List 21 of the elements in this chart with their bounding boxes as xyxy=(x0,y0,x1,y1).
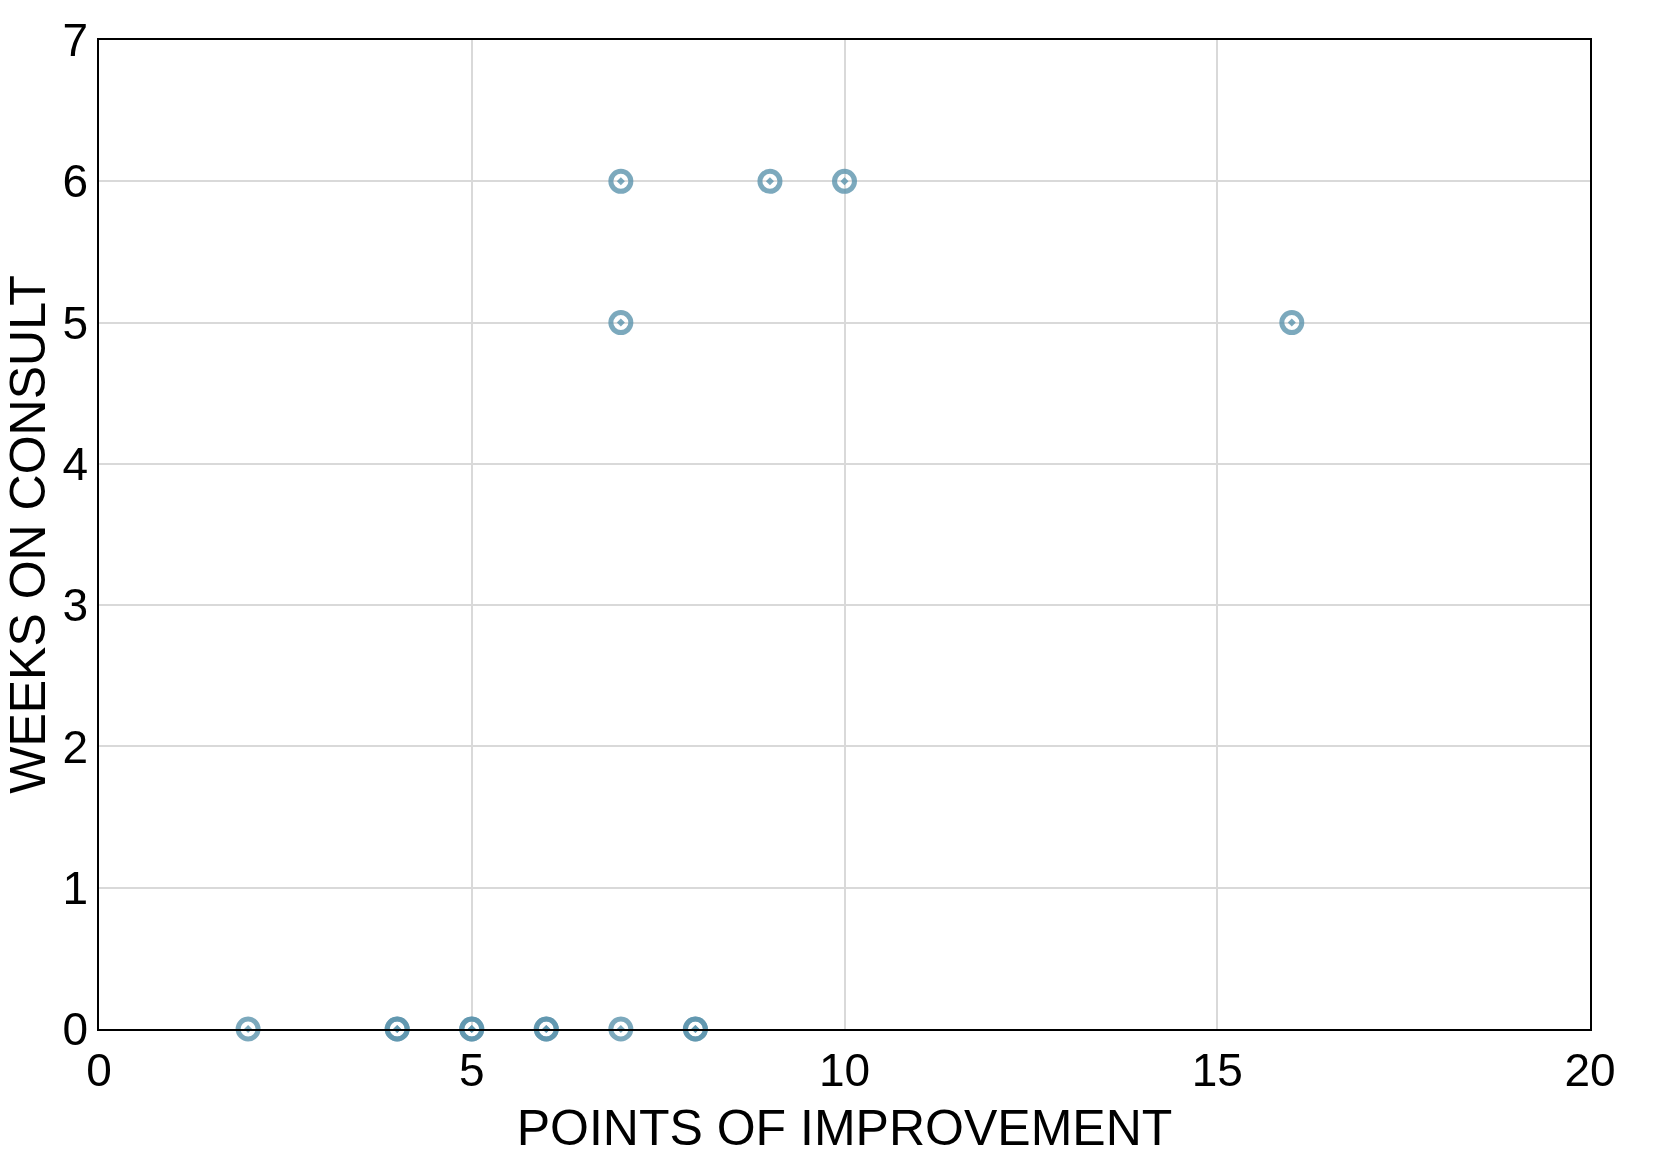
y-tick-label: 1 xyxy=(62,861,89,914)
point xyxy=(832,168,857,194)
y-tick-label: 5 xyxy=(62,296,89,349)
y-tick-label: 6 xyxy=(62,155,89,208)
point xyxy=(757,168,783,194)
x-tick-label: 5 xyxy=(458,1043,485,1096)
point xyxy=(608,310,634,336)
y-tick-label: 7 xyxy=(62,14,89,67)
x-axis-title: POINTS OF IMPROVEMENT xyxy=(516,1099,1173,1156)
y-tick-label: 4 xyxy=(62,437,89,490)
x-tick-label: 10 xyxy=(818,1043,871,1096)
x-tick-label: 15 xyxy=(1191,1043,1243,1096)
point xyxy=(608,1016,634,1042)
point xyxy=(1279,310,1305,336)
y-axis-title: WEEKS ON CONSULT xyxy=(0,275,56,794)
point xyxy=(608,168,634,194)
y-tick-label: 0 xyxy=(62,1003,89,1056)
x-tick-label: 20 xyxy=(1564,1043,1616,1096)
y-tick-label: 3 xyxy=(62,579,89,632)
point xyxy=(235,1016,261,1042)
y-tick-label: 2 xyxy=(62,720,89,773)
